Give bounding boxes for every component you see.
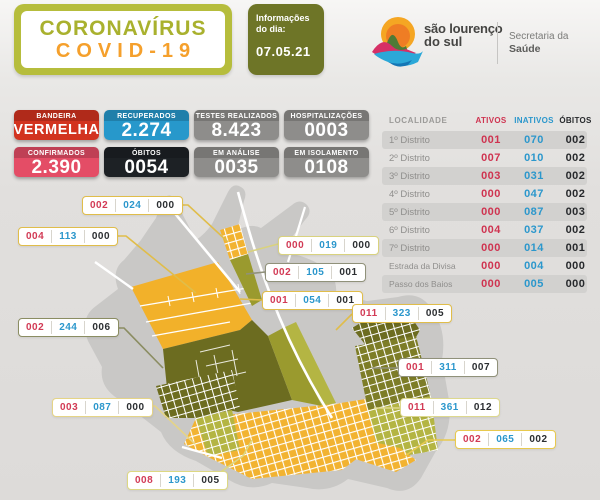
stat-confirmados: CONFIRMADOS 2.390 [14,147,99,177]
map-callout: 002 105 001 [265,263,366,282]
secretaria-label-1: Secretaria da [509,31,569,42]
city-logo-icon [372,17,423,67]
stat-em-isolamento: EM ISOLAMENTO 0108 [284,147,369,177]
district-4-area [131,262,252,349]
title-coronavirus: CORONAVÍRUS [39,16,207,40]
table-row: 3º Distrito 003 031 002 [382,167,587,185]
map-callout: 001 311 007 [398,358,499,377]
map-callout: 004 113 000 [18,227,119,246]
stat-recuperados: RECUPERADOS 2.274 [104,110,189,140]
map-callout: 001 054 001 [262,291,363,310]
district-light-strip [283,322,336,406]
map-callout: 002 244 006 [18,318,119,337]
table-row: Estrada da Divisa 000 004 000 [389,260,586,272]
table-row: 2º Distrito 007 010 002 [389,152,586,164]
stats-grid: BANDEIRA VERMELHA RECUPERADOS 2.274 TEST… [14,110,370,177]
locality-table-header: LOCALIDADE ATIVOS INATIVOS ÓBITOS [389,116,592,125]
district-east-olive [355,336,431,410]
title-covid19: COVID-19 [55,40,197,63]
stat-bandeira: BANDEIRA VERMELHA [14,110,99,140]
secretaria-label-2: Saúde [509,43,541,55]
stat-testes-realizados: TESTES REALIZADOS 8.423 [194,110,279,140]
map-callout: 011 361 012 [400,398,501,417]
map-callout: 002 065 002 [455,430,556,449]
map-callout: 000 019 000 [278,236,379,255]
map-callout: 002 024 000 [82,196,183,215]
title-banner: CORONAVÍRUS COVID-19 [14,4,232,75]
logo-city-name-1: são lourenço [424,21,503,36]
info-date: 07.05.21 [256,43,311,59]
header-divider [497,22,498,64]
district-city-grid [184,398,384,479]
info-label: Informações do dia: [256,13,310,35]
stat-obitos: ÓBITOS 0054 [104,147,189,177]
stat-em-analise: EM ANÁLISE 0035 [194,147,279,177]
locality-table: LOCALIDADE ATIVOS INATIVOS ÓBITOS 1º Dis… [382,113,592,293]
district-olive-strip [268,328,322,406]
logo-city-name-2: do sul [424,34,463,49]
map-callout: 011 323 005 [352,304,453,323]
table-row: 7º Distrito 000 014 001 [382,239,587,257]
table-row: Passo dos Baios 000 005 000 [382,275,587,293]
city-logo-block: são lourenço do sul Secretaria da Saúde [368,12,588,74]
table-row: 6º Distrito 004 037 002 [389,224,586,236]
table-row: 1º Distrito 001 070 002 [382,131,587,149]
stat-hospitalizacoes: HOSPITALIZAÇÕES 0003 [284,110,369,140]
info-date-box: Informações do dia: 07.05.21 [248,4,324,75]
map-callout: 008 193 005 [127,471,228,490]
table-row: 5º Distrito 000 087 003 [382,203,587,221]
table-row: 4º Distrito 000 047 002 [389,188,586,200]
district-east-tip [348,436,416,472]
map-callout: 003 087 000 [52,398,153,417]
